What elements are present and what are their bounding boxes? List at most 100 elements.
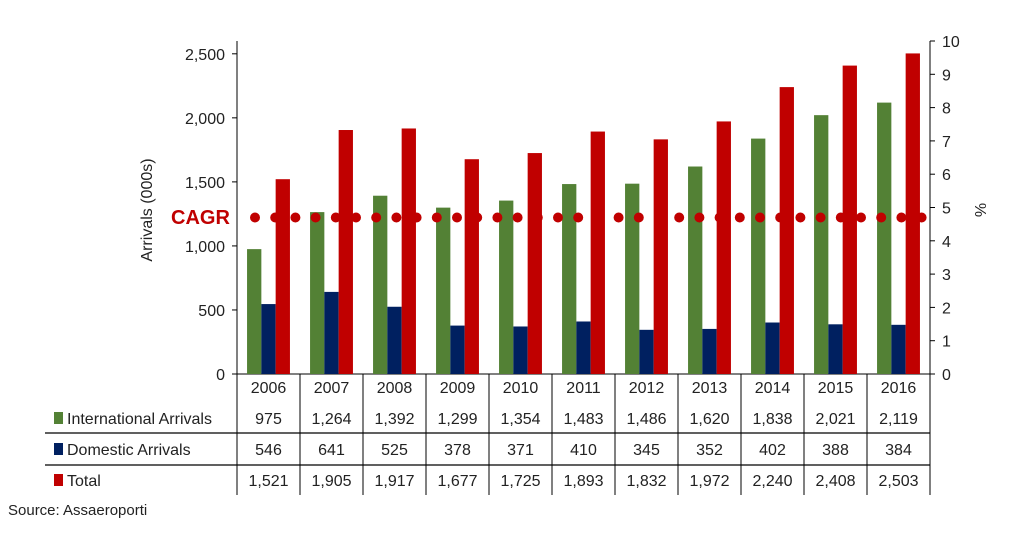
table-cell: 378 — [444, 442, 471, 459]
cagr-dot — [876, 212, 887, 223]
cagr-dot — [633, 212, 644, 223]
cagr-dot — [775, 212, 786, 223]
x-tick-label: 2014 — [755, 380, 791, 397]
cagr-dot — [512, 212, 523, 223]
bar-total-2009 — [464, 159, 479, 374]
table-cell: 1,392 — [374, 411, 414, 428]
y2-tick-label: 8 — [942, 101, 951, 118]
bar-domestic-arrivals-2016 — [891, 324, 906, 374]
cagr-dot — [351, 212, 361, 223]
x-tick-label: 2008 — [377, 380, 413, 397]
cagr-dot — [916, 212, 927, 223]
y-tick-label: 1,000 — [185, 239, 225, 256]
bar-domestic-arrivals-2009 — [450, 325, 465, 374]
legend-label: Domestic Arrivals — [67, 442, 191, 459]
table-cell: 1,832 — [626, 473, 666, 490]
cagr-dot — [532, 212, 543, 223]
table-cell: 1,677 — [437, 473, 477, 490]
bar-domestic-arrivals-2012 — [639, 329, 654, 374]
bar-international-arrivals-2016 — [877, 102, 892, 374]
x-tick-label: 2012 — [629, 380, 665, 397]
cagr-dot — [452, 212, 462, 223]
cagr-dot — [835, 212, 846, 223]
bar-total-2010 — [527, 153, 542, 374]
source-note: Source: Assaeroporti — [8, 502, 147, 519]
table-cell: 410 — [570, 442, 597, 459]
x-tick-label: 2007 — [314, 380, 350, 397]
bar-international-arrivals-2007 — [310, 212, 325, 374]
table-cell: 1,893 — [563, 473, 603, 490]
table-cell: 1,620 — [689, 411, 729, 428]
y-tick-label: 500 — [198, 303, 225, 320]
cagr-dot — [250, 212, 260, 223]
bar-domestic-arrivals-2015 — [828, 324, 843, 374]
bar-domestic-arrivals-2006 — [261, 304, 276, 374]
legend-label: Total — [67, 473, 101, 490]
table-cell: 388 — [822, 442, 849, 459]
cagr-dot — [553, 212, 563, 223]
bar-total-2007 — [338, 130, 353, 374]
cagr-dot — [411, 212, 422, 223]
bar-international-arrivals-2014 — [751, 138, 766, 374]
cagr-label: CAGR — [171, 207, 230, 229]
legend-label: International Arrivals — [67, 411, 212, 428]
y2-tick-label: 10 — [942, 34, 960, 51]
y2-tick-label: 0 — [942, 367, 951, 384]
table-cell: 1,838 — [752, 411, 792, 428]
table-cell: 1,905 — [311, 473, 351, 490]
y2-tick-label: 2 — [942, 300, 951, 317]
y-tick-label: 2,000 — [185, 111, 225, 128]
table-cell: 2,408 — [815, 473, 855, 490]
cagr-dot — [734, 212, 745, 223]
cagr-dot — [613, 212, 624, 223]
cagr-dot — [593, 212, 604, 223]
cagr-dot — [310, 212, 321, 223]
table-cell: 1,486 — [626, 411, 666, 428]
cagr-dot — [896, 212, 907, 223]
y-tick-label: 2,500 — [185, 47, 225, 64]
cagr-dot — [755, 212, 765, 223]
bar-international-arrivals-2008 — [373, 195, 388, 374]
table-cell: 402 — [759, 442, 786, 459]
cagr-dot — [371, 212, 382, 223]
y-tick-label: 1,500 — [185, 175, 225, 192]
table-cell: 525 — [381, 442, 408, 459]
table-cell: 2,021 — [815, 411, 855, 428]
table-cell: 1,483 — [563, 411, 603, 428]
table-cell: 975 — [255, 411, 282, 428]
bar-international-arrivals-2012 — [625, 183, 640, 374]
bar-international-arrivals-2006 — [247, 249, 262, 374]
x-tick-label: 2016 — [881, 380, 917, 397]
table-cell: 1,354 — [500, 411, 540, 428]
legend-swatch — [54, 412, 63, 424]
bar-domestic-arrivals-2014 — [765, 322, 780, 374]
bar-international-arrivals-2010 — [499, 200, 514, 374]
bar-total-2012 — [653, 139, 668, 374]
bar-domestic-arrivals-2010 — [513, 326, 528, 374]
cagr-dot — [492, 212, 503, 223]
table-cell: 1,917 — [374, 473, 414, 490]
table-cell: 345 — [633, 442, 660, 459]
table-cell: 2,240 — [752, 473, 792, 490]
cagr-dot — [856, 212, 866, 223]
bar-international-arrivals-2015 — [814, 115, 829, 374]
bar-total-2006 — [275, 179, 290, 374]
cagr-dot — [654, 212, 664, 223]
bar-total-2015 — [842, 65, 857, 375]
legend-swatch — [54, 474, 63, 486]
x-tick-label: 2010 — [503, 380, 539, 397]
table-cell: 384 — [885, 442, 912, 459]
bar-domestic-arrivals-2008 — [387, 306, 402, 374]
cagr-dot — [815, 212, 826, 223]
table-cell: 546 — [255, 442, 282, 459]
bar-total-2013 — [716, 121, 731, 374]
table-cell: 1,972 — [689, 473, 729, 490]
y2-tick-label: 6 — [942, 167, 951, 184]
cagr-dot — [714, 212, 725, 223]
bar-total-2014 — [779, 87, 794, 374]
x-tick-label: 2009 — [440, 380, 476, 397]
table-cell: 1,264 — [311, 411, 351, 428]
x-tick-label: 2011 — [566, 380, 601, 397]
cagr-dot — [472, 212, 483, 223]
